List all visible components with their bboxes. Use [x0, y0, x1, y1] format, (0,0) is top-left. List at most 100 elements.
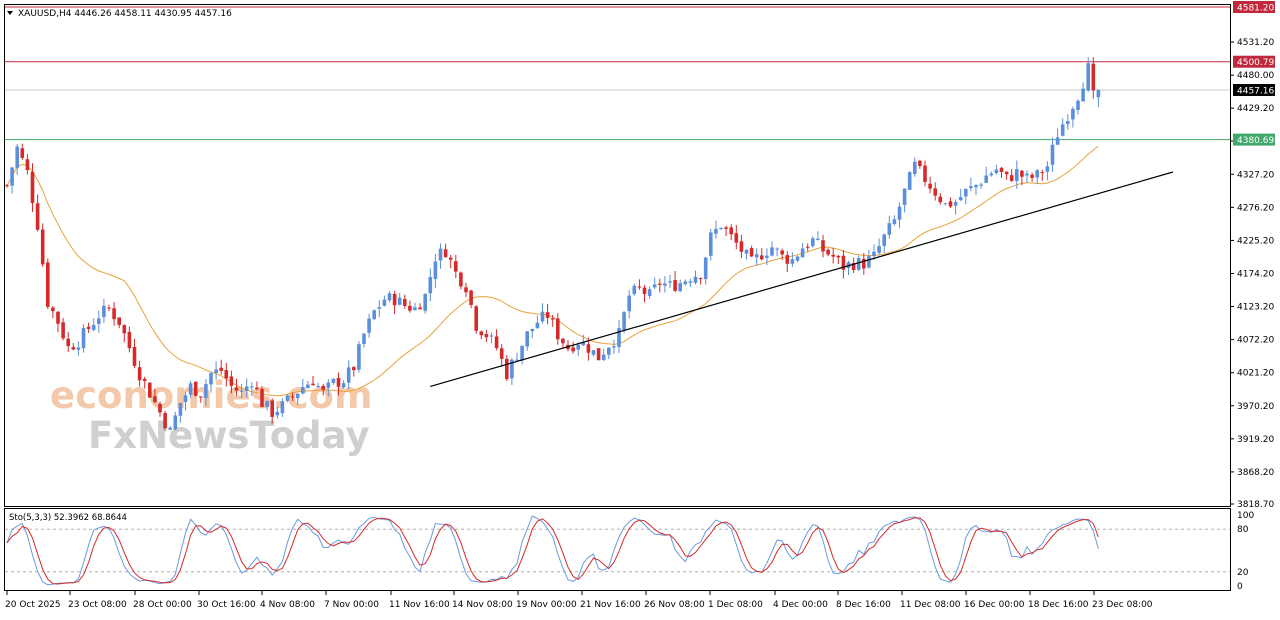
candle	[698, 277, 703, 285]
candle	[112, 302, 116, 326]
x-tick-label: 20 Oct 2025	[5, 600, 61, 610]
candle	[826, 248, 830, 257]
candle	[209, 371, 213, 393]
main-pane-frame	[4, 4, 1231, 507]
candle	[285, 394, 290, 403]
candle	[372, 309, 376, 321]
price-tag-support: 4380.69	[1233, 133, 1275, 146]
y-tick-label: 4480.00	[1237, 71, 1274, 81]
candle	[428, 268, 433, 302]
candle	[183, 392, 188, 411]
candle	[484, 329, 489, 342]
candle	[622, 311, 626, 334]
candle	[51, 306, 55, 319]
x-tick-label: 19 Nov 00:00	[516, 600, 577, 610]
candle	[775, 247, 779, 257]
x-tick-label: 23 Dec 08:00	[1092, 600, 1153, 610]
candle	[193, 381, 198, 397]
candle	[795, 255, 800, 263]
x-tick-label: 8 Dec 16:00	[836, 600, 891, 610]
candle	[469, 289, 473, 309]
candle	[454, 254, 458, 279]
x-tick-label: 18 Dec 16:00	[1028, 600, 1089, 610]
candle	[576, 342, 580, 357]
candle	[219, 359, 223, 375]
candle	[91, 318, 96, 332]
candle	[10, 166, 14, 194]
candle	[20, 143, 25, 161]
candle	[250, 382, 254, 396]
candle	[321, 383, 325, 396]
price-tag-resistance-top: 4581.20	[1233, 1, 1275, 14]
candle	[596, 348, 601, 361]
candle	[40, 223, 45, 267]
candle	[601, 349, 606, 362]
candle	[239, 383, 244, 399]
candle	[851, 257, 856, 274]
candle	[535, 315, 540, 329]
candle	[678, 279, 682, 293]
candle	[918, 159, 922, 169]
candle	[1020, 169, 1024, 186]
candle	[1025, 170, 1029, 183]
candle	[199, 396, 203, 403]
y-tick-label: 4174.20	[1237, 269, 1274, 279]
candle	[56, 311, 60, 333]
candle	[397, 292, 402, 306]
candle	[423, 293, 427, 314]
candle	[81, 324, 86, 353]
price-tag-resistance: 4500.79	[1233, 55, 1275, 68]
candle	[688, 278, 693, 288]
candle	[556, 313, 560, 345]
candle	[550, 314, 555, 327]
candle	[35, 194, 40, 232]
x-tick-label: 4 Nov 08:00	[260, 600, 315, 610]
candle	[362, 332, 366, 348]
candle	[148, 381, 152, 398]
candle	[387, 291, 392, 303]
svg-text:4581.20: 4581.20	[1237, 4, 1274, 14]
watermark-fxnewstoday: FxNewsToday	[88, 414, 370, 457]
candle	[571, 341, 575, 354]
candle	[86, 322, 91, 333]
candle	[754, 248, 759, 266]
candle	[877, 238, 881, 256]
candle	[403, 294, 407, 309]
candle	[892, 215, 897, 226]
candle	[1071, 106, 1075, 128]
candle	[382, 295, 387, 307]
stoch-d-line	[6, 517, 1099, 585]
candle	[540, 303, 545, 324]
candle	[979, 182, 983, 189]
candle	[127, 326, 132, 353]
triangle-down-icon[interactable]	[7, 11, 13, 15]
y-tick-label: 3868.20	[1237, 468, 1274, 478]
candle	[1091, 57, 1096, 99]
stoch-y-label: 20	[1237, 568, 1249, 578]
candle	[1015, 160, 1019, 189]
candle	[760, 248, 764, 261]
candle	[805, 243, 810, 252]
candle	[260, 386, 264, 408]
candle	[846, 260, 851, 275]
candle	[117, 317, 121, 329]
candle	[142, 376, 147, 389]
candle	[1076, 99, 1080, 115]
candle	[270, 398, 274, 424]
candle	[652, 277, 657, 290]
candle	[188, 380, 193, 398]
candle	[413, 302, 417, 311]
candle	[984, 166, 988, 184]
x-tick-label: 21 Nov 16:00	[580, 600, 641, 610]
candle	[168, 426, 172, 430]
candle	[545, 303, 550, 325]
candle	[178, 402, 183, 423]
x-tick-label: 30 Oct 16:00	[197, 600, 256, 610]
stoch-y-label: 80	[1237, 525, 1249, 535]
trendline[interactable]	[430, 171, 1174, 388]
candle	[173, 411, 178, 431]
candle	[907, 171, 912, 190]
candle	[438, 243, 443, 269]
